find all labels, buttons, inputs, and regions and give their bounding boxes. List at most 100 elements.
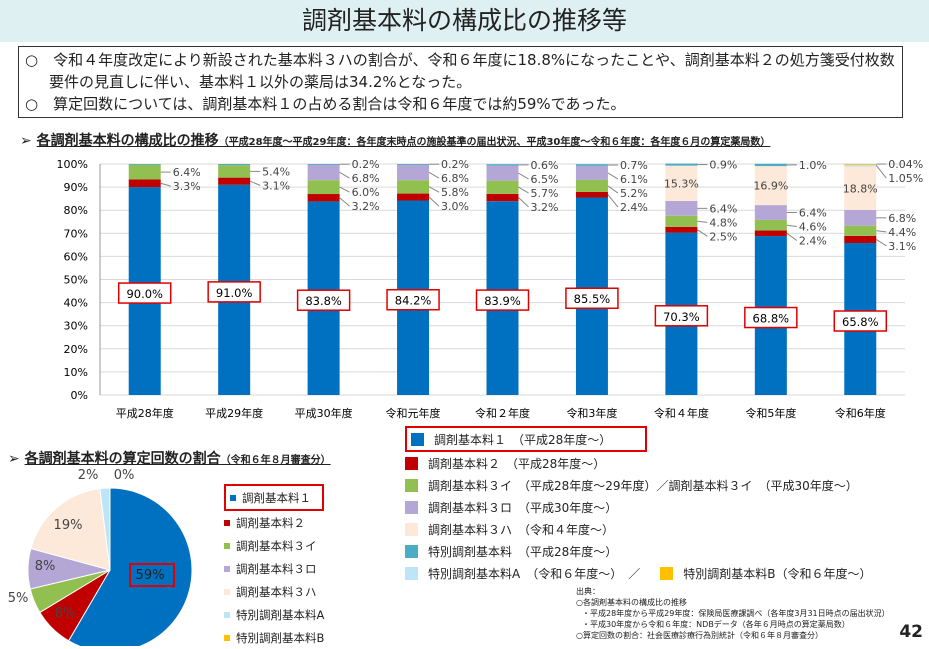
legend-label: 調剤基本料３ハ (236, 584, 317, 599)
x-tick-label: 令和3年度 (566, 406, 617, 420)
data-label-k1: 91.0% (207, 281, 261, 303)
arrow-icon: ➢ (8, 451, 20, 467)
y-tick-label: 40% (64, 297, 88, 310)
legend-label: 調剤基本料３ハ （令和４年度～） (428, 522, 615, 537)
data-label-k1: 70.3% (654, 305, 709, 327)
bar-segment (665, 215, 698, 227)
pie-legend: 調剤基本料１ 調剤基本料２ 調剤基本料３イ 調剤基本料３ロ 調剤基本料３ハ 特別調剤基本料… (224, 484, 325, 649)
data-label: 90.0% (126, 287, 163, 301)
bar-segment (486, 193, 519, 202)
source-line: ・平成28年度から平成29年度：保険局医療課調べ（各年度3月31日時点の届出状況… (582, 609, 890, 618)
legend-label: 特別調剤基本料B (236, 630, 325, 645)
pie-legend-item: 調剤基本料３イ (224, 534, 324, 557)
legend-item: 調剤基本料３ロ （平成30年度～） (405, 496, 871, 518)
x-tick-label: 令和元年度 (386, 406, 441, 420)
bar-segment (844, 225, 877, 236)
pie-label: 59% (136, 568, 165, 583)
legend-swatch (224, 542, 230, 549)
bar-segment (307, 164, 340, 165)
legend-label: 調剤基本料３イ （平成28年度～29年度）／調剤基本料３イ （平成30年度～） (428, 478, 858, 493)
bar-segment (486, 164, 519, 166)
x-tick-label: 平成28年度 (116, 406, 174, 420)
bar-segment (575, 191, 608, 198)
arrow-icon: ➢ (20, 133, 32, 149)
leader-line (875, 165, 887, 179)
pie-legend-item: 調剤基本料１ (224, 484, 325, 511)
data-label-k1: 83.9% (475, 289, 530, 311)
source-line: ・平成30年度から令和６年度：NDBデータ（各年６月時点の算定薬局数） (582, 620, 850, 629)
bar-segment (128, 164, 161, 180)
data-label-k1: 85.5% (565, 287, 619, 309)
bar-segment (128, 179, 161, 188)
bar-segment (486, 165, 519, 181)
y-tick-label: 20% (64, 343, 88, 356)
legend-label: 調剤基本料１ (242, 490, 311, 505)
data-label: 6.4% (799, 207, 827, 220)
legend-item: 調剤基本料２ （平成28年度～） (405, 452, 871, 474)
data-label: 83.8% (305, 294, 342, 308)
legend-label: 調剤基本料２ (236, 515, 305, 530)
bar-segment (128, 164, 161, 165)
data-label: 0.9% (709, 159, 737, 172)
pie-label: 8% (55, 606, 76, 621)
label-box (296, 289, 351, 311)
y-tick-label: 80% (64, 204, 88, 217)
data-label-k1: 83.8% (296, 289, 351, 311)
leader-line (428, 171, 440, 179)
leader-line (876, 230, 887, 233)
bar-segment (575, 164, 608, 166)
data-label: 2.4% (799, 235, 827, 248)
legend-swatch (224, 519, 230, 526)
leader-line (607, 172, 619, 180)
pie-legend-item: 調剤基本料２ (224, 511, 324, 534)
leader-line (786, 232, 798, 241)
pie-legend-item: 特別調剤基本料A (224, 603, 324, 626)
leader-line (428, 186, 440, 193)
source-line: ○算定回数の割合：社会医療診療行為別統計（令和６年８月審査分） (576, 631, 823, 640)
bar-segment (575, 165, 608, 180)
summary-box: ○ 令和４年度改定により新設された基本料３ハの割合が、令和６年度に18.8%にな… (18, 46, 903, 118)
leader-line (607, 185, 619, 194)
data-label: 3.2% (352, 200, 380, 213)
bar-segment (307, 164, 340, 181)
data-label: 85.5% (574, 292, 611, 306)
legend-swatch (405, 456, 418, 470)
legend-item: 調剤基本料１ （平成28年度～） (405, 426, 647, 452)
data-label: 5.8% (441, 186, 469, 199)
data-label: 4.8% (709, 216, 737, 229)
summary-line: ○ 令和４年度改定により新設された基本料３ハの割合が、令和６年度に18.8%にな… (25, 51, 895, 91)
page-number: 42 (899, 622, 923, 642)
bar-segment (575, 179, 608, 192)
data-label: 2.4% (620, 201, 648, 214)
pie-legend-item: 調剤基本料３ハ (224, 580, 324, 603)
data-label: 68.8% (753, 312, 790, 326)
x-tick-label: 令和6年度 (835, 406, 886, 420)
source-line: 出典： (576, 587, 600, 596)
bar-legend: 調剤基本料１ （平成28年度～） 調剤基本料２ （平成28年度～） 調剤基本料３イ … (405, 426, 871, 584)
leader-line (518, 172, 529, 180)
legend-label: 特別調剤基本料 （平成28年度～） (428, 544, 618, 559)
data-label-k1: 65.8% (833, 310, 888, 332)
data-label: 6.0% (352, 186, 380, 199)
legend-label: 調剤基本料１ （平成28年度～） (434, 432, 612, 447)
x-tick-label: 平成30年度 (295, 406, 353, 420)
bar-segment (754, 219, 787, 231)
label-box (654, 305, 709, 327)
bar-segment (397, 180, 430, 194)
legend-label: 調剤基本料３ロ （平成30年度～） (428, 500, 618, 515)
legend-label: 調剤基本料２ （平成28年度～） (428, 456, 606, 471)
data-label: 5.2% (620, 187, 648, 200)
data-label: 84.2% (395, 294, 432, 308)
legend-item: 調剤基本料３イ （平成28年度～29年度）／調剤基本料３イ （平成30年度～） (405, 474, 871, 496)
legend-swatch (224, 565, 230, 572)
data-label: 6.8% (352, 172, 380, 185)
data-label: 6.4% (709, 202, 737, 215)
leader-line (518, 186, 529, 194)
pie-slice (99, 487, 111, 571)
leader-line (697, 229, 708, 237)
data-label: 0.2% (352, 158, 380, 171)
source-line: ○各調剤基本料の構成比の推移 (576, 598, 687, 607)
section-title-text: 各調剤基本料の算定回数の割合 (24, 451, 221, 467)
data-label: 15.3% (664, 177, 699, 190)
legend-label: 調剤基本料３イ (236, 538, 317, 553)
